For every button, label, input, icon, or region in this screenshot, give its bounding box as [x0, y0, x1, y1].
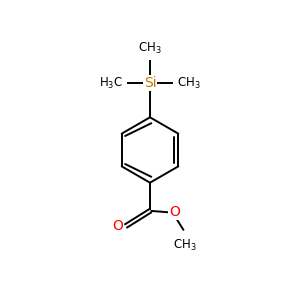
Text: CH$_3$: CH$_3$: [173, 238, 196, 253]
Text: CH$_3$: CH$_3$: [177, 76, 200, 91]
Text: O: O: [112, 219, 123, 233]
Text: O: O: [169, 206, 180, 219]
Text: H$_3$C: H$_3$C: [99, 76, 123, 91]
Text: CH$_3$: CH$_3$: [138, 41, 162, 56]
Text: Si: Si: [144, 76, 156, 90]
